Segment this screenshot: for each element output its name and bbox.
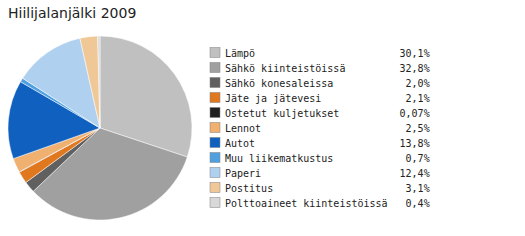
legend-swatch <box>210 93 220 103</box>
legend-label: Sähkö konesaleissa <box>225 78 333 89</box>
legend-swatch <box>210 48 220 58</box>
slice <box>98 36 100 128</box>
legend-value: 2,1% <box>406 93 430 104</box>
legend-label: Postitus <box>225 183 273 194</box>
legend-swatch <box>210 183 220 193</box>
slice <box>80 36 100 128</box>
legend-item: Paperi 12,4% <box>210 168 430 179</box>
legend-value: 12,4% <box>400 168 430 179</box>
legend-value: 2,5% <box>406 123 430 134</box>
legend-value: 13,8% <box>400 138 430 149</box>
legend-label: Lennot <box>225 123 261 134</box>
legend-value: 3,1% <box>406 183 430 194</box>
legend-value: 2,0% <box>406 78 430 89</box>
legend-item: Muu liikematkustus 0,7% <box>210 153 430 164</box>
legend-swatch <box>210 78 220 88</box>
legend-item: Lennot 2,5% <box>210 123 430 134</box>
legend-label: Sähkö kiinteistöissä <box>225 63 345 74</box>
legend-swatch <box>210 168 220 178</box>
legend-value: 30,1% <box>400 48 430 59</box>
title: Hiilijalanjälki 2009 <box>8 5 136 21</box>
legend-item: Jäte ja jätevesi 2,1% <box>210 93 430 104</box>
legend-item: Postitus 3,1% <box>210 183 430 194</box>
legend-item: Sähkö kiinteistöissä 32,8% <box>210 63 430 74</box>
legend-item: Sähkö konesaleissa 2,0% <box>210 78 430 89</box>
legend-value: 0,4% <box>406 198 430 209</box>
legend-item: Autot 13,8% <box>210 138 430 149</box>
legend: Lämpö30,1%Sähkö kiinteistöissä32,8%Sähkö… <box>210 48 430 209</box>
legend-swatch <box>210 108 220 118</box>
legend-label: Muu liikematkustus <box>225 153 333 164</box>
legend-value: 0,07% <box>400 108 430 119</box>
chart: Hiilijalanjälki 2009 Lämpö 30,1% Sähkö kiin… <box>0 0 525 236</box>
legend-label: Ostetut kuljetukset <box>225 108 339 119</box>
pie <box>8 36 192 220</box>
legend-label: Paperi <box>225 168 261 179</box>
legend-swatch <box>210 63 220 73</box>
legend-swatch <box>210 138 220 148</box>
legend-swatch <box>210 153 220 163</box>
legend-swatch <box>210 123 220 133</box>
legend-value: 0,7% <box>406 153 430 164</box>
legend-label: Autot <box>225 138 255 149</box>
legend-value: 32,8% <box>400 63 430 74</box>
legend-item: Ostetut kuljetukset 0,07% <box>210 108 430 119</box>
legend-label: Jäte ja jätevesi <box>225 93 321 104</box>
legend-item: Polttoaineet kiinteistöissä 0,4% <box>210 198 430 209</box>
legend-swatch <box>210 198 220 208</box>
legend-label: Lämpö <box>225 48 255 59</box>
legend-item: Lämpö 30,1% <box>210 48 430 59</box>
legend-label: Polttoaineet kiinteistöissä <box>225 198 388 209</box>
